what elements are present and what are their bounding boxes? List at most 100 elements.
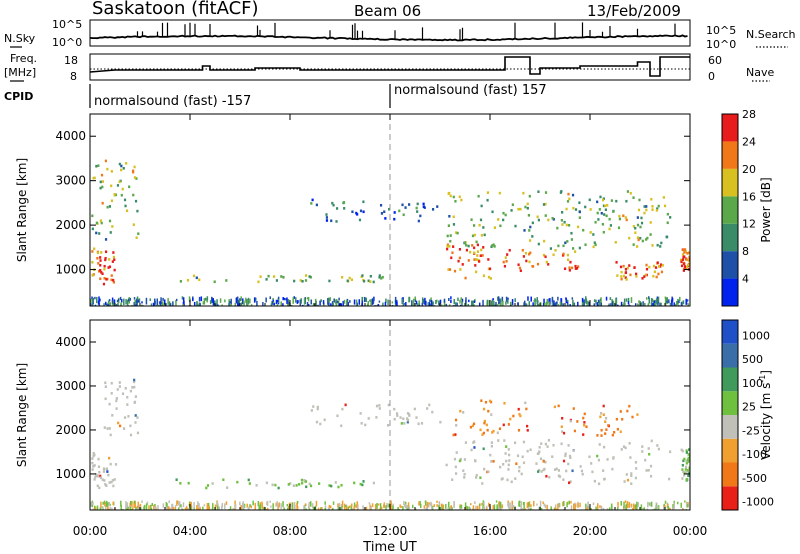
echo-cell	[124, 387, 127, 390]
echo-cell	[467, 244, 470, 248]
near-range-cell	[176, 305, 178, 306]
near-range-cell	[282, 501, 284, 508]
echo-cell	[482, 274, 486, 278]
near-range-cell	[341, 506, 343, 510]
echo-cell	[91, 457, 94, 460]
near-range-cell	[586, 300, 589, 305]
echo-cell	[682, 269, 685, 272]
echo-cell	[446, 244, 449, 248]
colorbar-segment	[722, 367, 738, 392]
near-range-cell	[421, 302, 424, 306]
near-range-cell	[536, 503, 538, 506]
echo-cell	[602, 445, 606, 449]
near-range-cell	[627, 301, 630, 305]
near-range-cell	[499, 298, 502, 305]
echo-cell	[562, 431, 566, 435]
echo-cell	[588, 455, 591, 459]
near-range-cell	[275, 299, 278, 305]
echo-cell	[526, 424, 529, 428]
echo-cell	[316, 405, 319, 409]
near-range-cell	[236, 509, 239, 510]
near-range-cell	[543, 298, 545, 304]
echo-cell	[553, 405, 556, 409]
echo-cell	[576, 225, 580, 229]
near-range-cell	[408, 296, 411, 302]
echo-cell	[529, 448, 532, 452]
near-range-cell	[149, 298, 152, 301]
echo-cell	[404, 206, 407, 209]
near-range-cell	[397, 506, 399, 510]
echo-cell	[644, 458, 647, 462]
echo-cell	[528, 252, 531, 256]
echo-cell	[222, 478, 225, 482]
near-range-cell	[625, 505, 627, 510]
echo-cell	[620, 448, 623, 451]
near-range-cell	[592, 502, 595, 505]
echo-cell	[109, 231, 112, 234]
echo-cell	[682, 470, 685, 474]
echo-cell	[503, 264, 507, 268]
echo-cell	[475, 258, 478, 261]
near-range-cell	[361, 301, 364, 306]
echo-cell	[101, 272, 104, 276]
near-range-cell	[593, 303, 596, 306]
echo-cell	[95, 221, 99, 225]
echo-cell	[448, 244, 451, 248]
near-range-cell	[538, 506, 540, 510]
echo-cell	[325, 219, 329, 222]
echo-cell	[622, 274, 626, 278]
echo-cell	[110, 381, 113, 385]
echo-cell	[469, 425, 473, 429]
near-range-cell	[188, 296, 191, 302]
near-range-cell	[137, 501, 139, 508]
near-range-cell	[606, 305, 609, 306]
near-range-cell	[277, 503, 279, 508]
echo-cell	[657, 204, 660, 208]
near-range-cell	[642, 301, 644, 306]
near-range-cell	[329, 505, 332, 509]
near-range-cell	[353, 502, 356, 508]
echo-cell	[287, 483, 290, 486]
near-range-cell	[668, 299, 670, 304]
near-range-cell	[272, 302, 274, 305]
echo-cell	[455, 451, 458, 454]
echo-cell	[115, 397, 118, 400]
near-range-cell	[436, 504, 438, 507]
near-range-cell	[447, 507, 450, 510]
echo-cell	[566, 200, 570, 203]
near-range-cell	[542, 501, 544, 505]
near-range-cell	[609, 297, 612, 301]
echo-cell	[334, 481, 337, 484]
near-range-cell	[96, 296, 98, 304]
echo-cell	[544, 442, 547, 446]
near-range-cell	[343, 503, 346, 509]
near-range-cell	[221, 503, 224, 508]
near-range-cell	[157, 505, 159, 510]
near-range-cell	[180, 504, 182, 508]
echo-cell	[639, 225, 642, 229]
near-range-cell	[596, 503, 599, 510]
near-range-cell	[128, 505, 131, 508]
near-range-cell	[534, 303, 536, 306]
echo-cell	[507, 453, 511, 457]
echo-cell	[128, 185, 131, 189]
colorbar-segment	[722, 462, 738, 487]
near-range-cell	[238, 303, 240, 306]
near-range-cell	[450, 505, 453, 509]
echo-cell	[463, 241, 467, 245]
echo-cell	[641, 450, 644, 453]
echo-cell	[470, 218, 473, 221]
echo-cell	[504, 452, 507, 455]
echo-cell	[422, 205, 425, 209]
near-range-cell	[259, 504, 262, 510]
near-range-cell	[98, 296, 100, 303]
near-range-cell	[104, 301, 107, 305]
echo-cell	[537, 242, 540, 246]
echo-cell	[479, 476, 482, 480]
echo-cell	[657, 265, 661, 268]
echo-cell	[632, 243, 635, 246]
echo-cell	[303, 479, 306, 482]
echo-cell	[131, 386, 134, 389]
echo-cell	[107, 266, 110, 269]
